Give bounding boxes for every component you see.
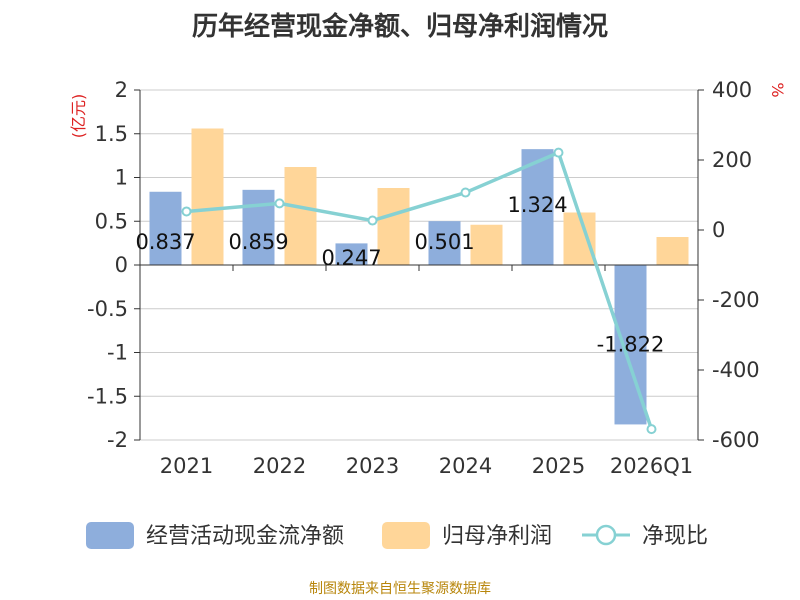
ratio-point — [553, 147, 564, 158]
category-label: 2024 — [439, 454, 492, 478]
left-tick-label: -1 — [107, 341, 128, 365]
bar-layer — [149, 128, 689, 425]
ratio-point — [367, 215, 378, 226]
category-label: 2022 — [253, 454, 306, 478]
cash-flow-data-label: 0.837 — [135, 230, 195, 254]
cash-flow-bar — [521, 149, 554, 265]
ratio-point — [460, 187, 471, 198]
legend-layer: 经营活动现金流净额 归母净利润 净现比 — [86, 522, 708, 549]
category-label: 2025 — [532, 454, 585, 478]
category-label: 2023 — [346, 454, 399, 478]
left-tick-label: 0.5 — [95, 209, 128, 233]
right-tick-label: -400 — [712, 358, 760, 382]
source-note: 制图数据来自恒生聚源数据库 — [309, 581, 491, 597]
cash-flow-bar — [149, 191, 182, 265]
legend-label-cash-flow: 经营活动现金流净额 — [146, 524, 344, 549]
left-axis-unit: (亿元) — [69, 94, 88, 139]
cash-flow-bar — [335, 243, 368, 265]
legend-label-ratio: 净现比 — [642, 524, 708, 549]
ratio-line — [186, 150, 654, 430]
net-profit-bar — [191, 128, 224, 265]
left-tick-label: 1 — [115, 166, 128, 190]
cash-flow-data-label: 1.324 — [507, 193, 567, 217]
legend-marker-ratio — [595, 524, 617, 546]
left-tick-label: 0 — [115, 253, 128, 277]
net-profit-bar — [470, 224, 503, 265]
grid-layer — [140, 89, 698, 441]
category-label: 2021 — [160, 454, 213, 478]
ratio-point — [274, 198, 285, 209]
left-tick-label: 1.5 — [95, 122, 128, 146]
left-tick-label: 2 — [115, 78, 128, 102]
cash-flow-data-label: -1.822 — [597, 332, 665, 356]
cash-flow-data-label: 0.859 — [228, 230, 288, 254]
net-profit-bar — [377, 188, 410, 265]
line-layer — [181, 147, 657, 435]
label-layer: 0.837 0.859 0.247 0.501 1.324 -1.822 — [135, 193, 664, 356]
left-tick-label: -2 — [107, 428, 128, 452]
cash-flow-bar — [428, 221, 461, 265]
right-tick-label: 0 — [712, 218, 725, 242]
legend-swatch-cash-flow — [86, 522, 134, 549]
right-tick-label: 400 — [712, 78, 752, 102]
ratio-point — [181, 206, 192, 217]
cash-flow-data-label: 0.501 — [414, 230, 474, 254]
right-axis-unit: % — [768, 82, 787, 97]
left-tick-label: -1.5 — [87, 384, 128, 408]
net-profit-bar — [284, 167, 317, 265]
axis-layer: 2 1.5 1 0.5 0 -0.5 -1 -1.5 -2 400 200 0 -200 -400 -600… — [69, 78, 787, 478]
net-profit-bar — [563, 212, 596, 265]
ratio-point — [646, 424, 657, 435]
cash-flow-data-label: 0.247 — [321, 246, 381, 270]
legend-swatch-net-profit — [382, 522, 430, 549]
right-tick-label: -600 — [712, 428, 760, 452]
cash-flow-bar — [242, 189, 275, 265]
category-label: 2026Q1 — [610, 454, 693, 478]
right-tick-label: 200 — [712, 148, 752, 172]
net-profit-bar — [656, 237, 689, 265]
chart-title: 历年经营现金净额、归母净利润情况 — [191, 12, 608, 42]
legend-label-net-profit: 归母净利润 — [442, 524, 552, 549]
right-tick-label: -200 — [712, 288, 760, 312]
left-tick-label: -0.5 — [87, 297, 128, 321]
